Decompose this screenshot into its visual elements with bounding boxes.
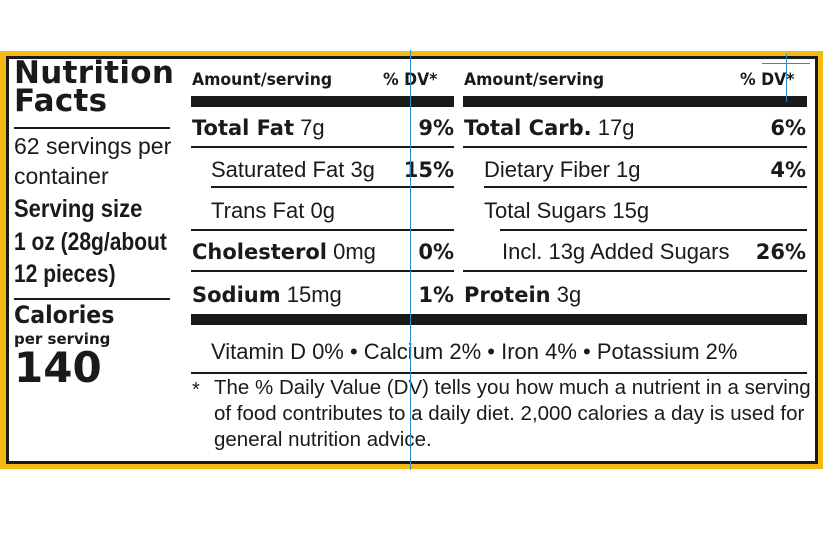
nutrient-row-saturated-fat: Saturated Fat 3g — [211, 156, 375, 184]
thick-rule — [191, 314, 807, 325]
nutrient-name: Trans Fat — [211, 198, 305, 223]
nutrient-dv: 0% — [418, 240, 454, 264]
per-serving-label: per serving — [14, 330, 111, 348]
nutrient-name: Total Fat — [192, 116, 295, 140]
footnote-asterisk: * — [192, 379, 200, 401]
nutrient-amount: 0g — [310, 198, 335, 223]
servings-per-container: 62 servings per container — [14, 133, 172, 189]
daily-value-footnote: The % Daily Value (DV) tells you how muc… — [214, 376, 811, 451]
nutrient-row-cholesterol: Cholesterol 0mg — [192, 238, 376, 266]
row-rule — [484, 186, 807, 188]
calories-label: Calories — [14, 301, 115, 329]
nutrient-name: Protein — [464, 283, 551, 307]
nutrient-row-sodium: Sodium 15mg — [192, 281, 342, 309]
nutrient-dv: 6% — [770, 116, 806, 140]
nutrient-name: Incl. 13g Added Sugars — [502, 239, 730, 264]
thick-rule — [463, 96, 807, 107]
nutrient-amount: 15g — [612, 198, 650, 223]
nutrient-name: Total Sugars — [484, 198, 607, 223]
nutrient-amount: 3g — [350, 157, 375, 182]
nutrient-row-total-sugars: Total Sugars 15g — [484, 197, 649, 225]
nutrient-dv: 15% — [403, 158, 454, 182]
nutrient-row-added-sugars: Incl. 13g Added Sugars — [502, 238, 730, 266]
nutrient-amount: 15mg — [286, 282, 342, 307]
left-amount-header: Amount/serving — [192, 70, 333, 90]
nutrient-amount: 3g — [556, 282, 582, 307]
nutrient-name: Cholesterol — [192, 240, 327, 264]
nutrient-amount: 7g — [300, 115, 325, 140]
nutrient-row-trans-fat: Trans Fat 0g — [211, 197, 335, 225]
nutrient-name: Sodium — [192, 283, 281, 307]
row-rule — [463, 270, 807, 272]
guide-line — [762, 63, 810, 64]
row-rule — [191, 270, 454, 272]
row-rule — [191, 229, 454, 231]
nutrient-amount: 17g — [597, 115, 635, 140]
serving-size-label: Serving size — [14, 195, 143, 223]
nutrient-dv: 26% — [755, 240, 806, 264]
divider — [14, 298, 170, 300]
nutrient-dv: 4% — [770, 158, 806, 182]
vitamins-minerals-line: Vitamin D 0% • Calcium 2% • Iron 4% • Po… — [211, 339, 738, 364]
row-rule — [463, 146, 807, 148]
serving-size-value: 1 oz (28g/about 12 pieces) — [14, 228, 167, 288]
right-amount-header: Amount/serving — [464, 70, 605, 90]
row-rule — [211, 186, 454, 188]
nutrient-amount: 0mg — [333, 239, 376, 264]
nutrient-name: Saturated Fat — [211, 157, 345, 182]
nutrient-dv: 1% — [418, 283, 454, 307]
nutrition-label-panel — [6, 56, 818, 464]
divider — [14, 127, 170, 129]
nutrient-row-protein: Protein 3g — [464, 281, 581, 309]
right-dv-header: % DV* — [740, 70, 795, 90]
nutrient-name: Dietary Fiber — [484, 157, 610, 182]
nutrient-name: Total Carb. — [464, 116, 592, 140]
nutrient-row-total-carb: Total Carb. 17g — [464, 114, 634, 142]
row-rule — [500, 229, 807, 231]
nutrient-amount: 1g — [616, 157, 641, 182]
nutrient-dv: 9% — [418, 116, 454, 140]
nutrient-row-dietary-fiber: Dietary Fiber 1g — [484, 156, 641, 184]
row-rule — [191, 372, 807, 374]
guide-line — [410, 50, 411, 470]
nutrition-facts-title: Nutrition Facts — [14, 55, 175, 119]
calories-value: 140 — [14, 343, 102, 392]
nutrient-row-total-fat: Total Fat 7g — [192, 114, 325, 142]
row-rule — [191, 146, 454, 148]
guide-line — [786, 54, 787, 102]
thick-rule — [191, 96, 454, 107]
